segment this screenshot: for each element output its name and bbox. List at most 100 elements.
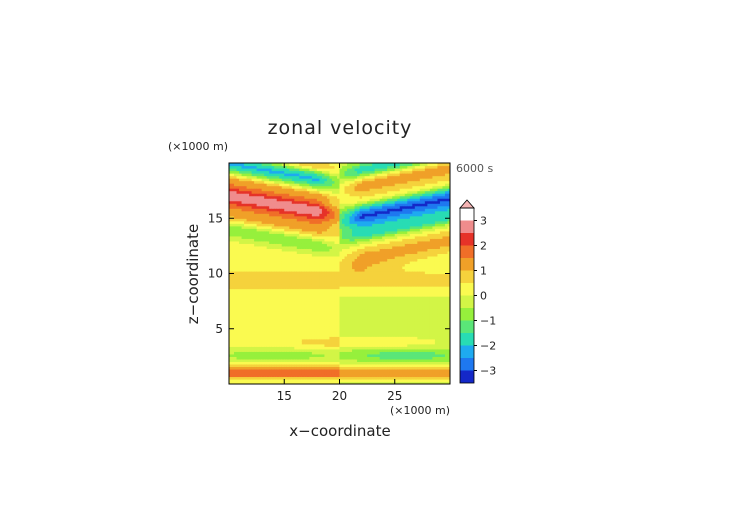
field-cell: [229, 165, 233, 169]
field-cell: [344, 371, 348, 375]
field-cell: [299, 293, 303, 297]
field-cell: [251, 346, 255, 350]
field-cell: [309, 190, 313, 194]
field-cell: [284, 341, 288, 345]
field-cell: [336, 265, 341, 270]
field-cell: [306, 215, 310, 219]
field-cell: [246, 313, 250, 317]
field-cell: [362, 253, 366, 257]
field-cell: [239, 168, 243, 172]
field-cell: [254, 373, 258, 378]
field-cell: [349, 363, 353, 368]
field-cell: [334, 278, 338, 282]
field-cell: [234, 338, 238, 342]
field-cell: [231, 268, 235, 272]
field-cell: [274, 205, 278, 209]
field-cell: [254, 225, 258, 229]
field-cell: [294, 228, 298, 232]
field-cell: [239, 318, 243, 322]
field-cell: [359, 366, 363, 370]
field-cell: [349, 351, 353, 355]
field-cell: [246, 200, 250, 204]
field-cell: [249, 240, 253, 244]
field-cell: [326, 318, 331, 322]
field-cell: [304, 205, 308, 209]
field-cell: [266, 381, 270, 384]
field-cell: [234, 311, 238, 315]
field-cell: [256, 238, 260, 242]
field-cell: [336, 281, 341, 285]
field-cell: [254, 193, 258, 197]
field-cell: [331, 270, 336, 275]
field-cell: [246, 318, 250, 322]
field-cell: [296, 268, 300, 272]
field-cell: [274, 378, 278, 383]
field-cell: [321, 170, 326, 174]
field-cell: [347, 293, 351, 297]
field-cell: [352, 353, 356, 357]
field-cell: [301, 200, 305, 204]
field-cell: [284, 255, 288, 260]
field-cell: [294, 283, 298, 287]
field-cell: [349, 288, 353, 292]
field-cell: [264, 228, 268, 232]
field-cell: [234, 260, 238, 265]
field-cell: [344, 240, 348, 244]
field-cell: [256, 363, 260, 368]
field-cell: [334, 240, 338, 244]
field-cell: [324, 308, 328, 312]
field-cell: [231, 238, 235, 242]
field-cell: [352, 283, 356, 287]
field-cell: [244, 353, 248, 357]
field-cell: [241, 223, 245, 227]
field-cell: [306, 356, 310, 360]
field-cell: [339, 378, 343, 383]
field-cell: [349, 361, 353, 365]
field-cell: [329, 328, 333, 332]
field-cell: [344, 163, 348, 167]
field-cell: [354, 321, 358, 325]
field-cell: [234, 250, 238, 255]
field-cell: [316, 210, 321, 214]
field-cell: [339, 188, 343, 192]
field-cell: [354, 371, 358, 375]
field-cell: [336, 173, 341, 177]
field-cell: [311, 288, 315, 292]
field-cell: [319, 190, 323, 194]
field-cell: [294, 351, 298, 355]
field-cell: [261, 188, 265, 192]
field-cell: [291, 190, 295, 194]
field-cell: [274, 336, 278, 340]
field-cell: [349, 298, 353, 302]
field-cell: [241, 276, 245, 280]
field-cell: [229, 230, 233, 234]
field-cell: [319, 258, 323, 262]
field-cell: [321, 163, 326, 167]
field-cell: [256, 291, 260, 295]
field-cell: [301, 238, 305, 242]
field-cell: [331, 260, 336, 265]
field-cell: [261, 338, 265, 342]
field-cell: [296, 240, 300, 244]
field-cell: [244, 170, 248, 174]
field-cell: [246, 326, 250, 330]
field-cell: [236, 356, 240, 360]
field-cell: [299, 228, 303, 232]
field-cell: [254, 323, 258, 327]
field-cell: [264, 218, 268, 222]
field-cell: [339, 346, 343, 350]
field-cell: [316, 183, 321, 187]
field-cell: [296, 361, 300, 365]
field-cell: [326, 381, 331, 384]
field-cell: [239, 288, 243, 292]
field-cell: [304, 358, 308, 362]
field-cell: [241, 353, 245, 357]
field-cell: [261, 228, 265, 232]
field-cell: [369, 281, 373, 285]
field-cell: [239, 291, 243, 295]
field-cell: [276, 321, 280, 325]
field-cell: [331, 220, 336, 224]
field-cell: [311, 260, 315, 265]
field-cell: [244, 208, 248, 212]
field-cell: [289, 313, 293, 317]
